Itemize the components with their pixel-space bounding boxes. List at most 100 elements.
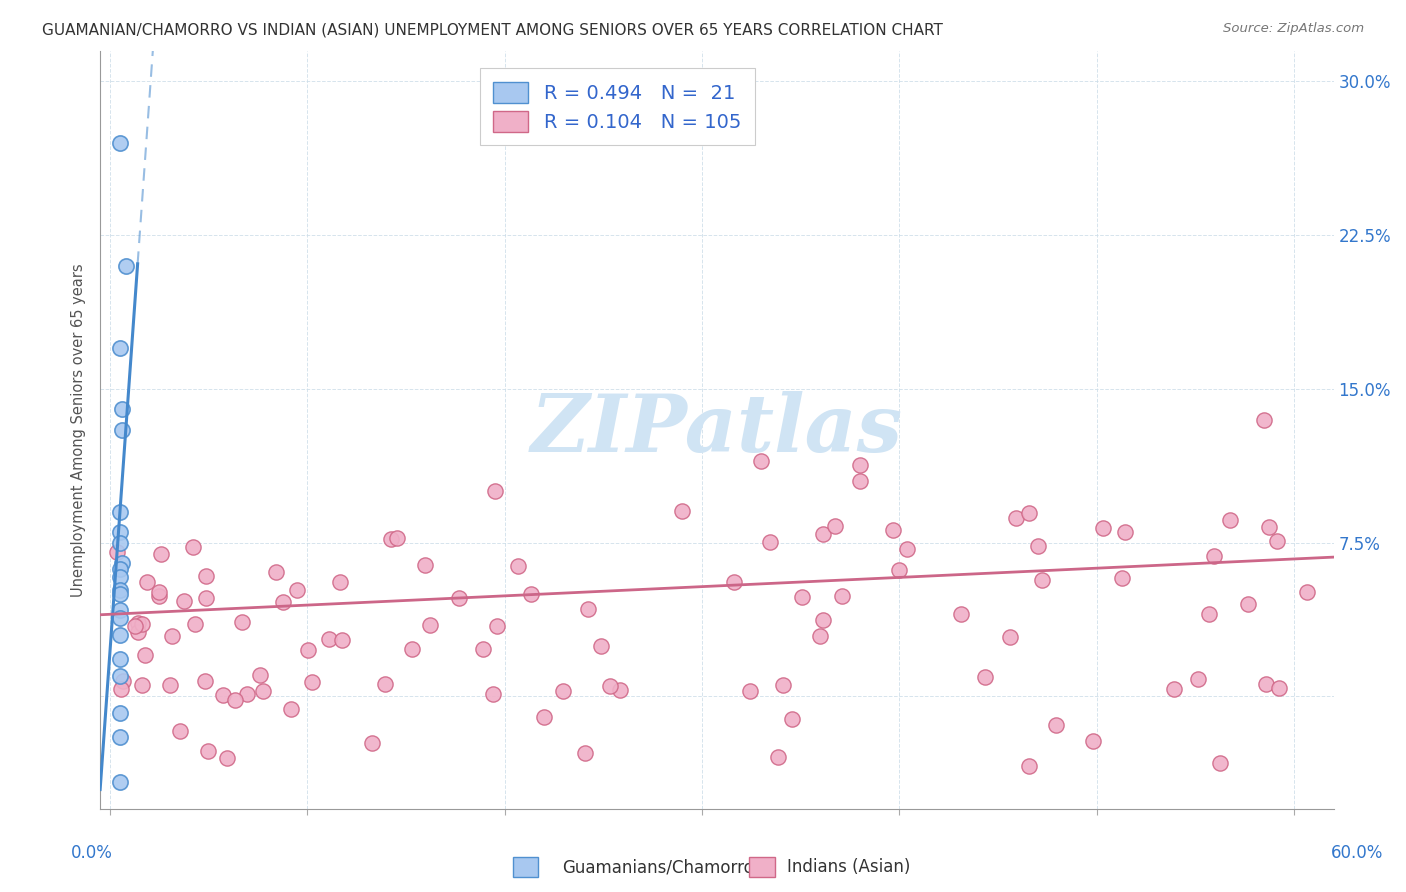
Point [108,587,131,601]
Point [280,702,302,716]
Point [215,751,238,765]
Text: Indians (Asian): Indians (Asian) [787,858,911,876]
Point [108,775,131,789]
Point [285,583,308,598]
Point [361,736,384,750]
Point [401,641,423,656]
Point [1026,539,1049,553]
Point [1265,533,1288,548]
Point [1258,520,1281,534]
Point [159,678,181,692]
Point [183,616,205,631]
Point [1091,521,1114,535]
Point [236,687,259,701]
Point [749,453,772,467]
Point [249,667,271,681]
Y-axis label: Unemployment Among Seniors over 65 years: Unemployment Among Seniors over 65 years [72,263,86,597]
Point [108,611,131,625]
Point [449,591,471,605]
Text: Source: ZipAtlas.com: Source: ZipAtlas.com [1223,22,1364,36]
Point [419,618,441,632]
Point [252,684,274,698]
Point [108,669,131,683]
Text: ZIPatlas: ZIPatlas [530,391,903,468]
Point [224,692,246,706]
Point [1111,571,1133,585]
Point [848,458,870,472]
Text: GUAMANIAN/CHAMORRO VS INDIAN (ASIAN) UNEMPLOYMENT AMONG SENIORS OVER 65 YEARS CO: GUAMANIAN/CHAMORRO VS INDIAN (ASIAN) UNE… [42,22,943,37]
Point [387,531,409,545]
Point [849,474,872,488]
Point [148,584,170,599]
Point [111,402,134,417]
Point [1114,525,1136,540]
Point [1209,756,1232,771]
Point [195,569,218,583]
Point [181,540,204,554]
Point [1219,512,1241,526]
Point [472,641,495,656]
Point [1236,597,1258,611]
Point [124,619,146,633]
Point [772,678,794,692]
Point [1253,412,1275,426]
Point [574,746,596,760]
Point [1268,681,1291,696]
Point [131,678,153,692]
Point [485,619,508,633]
Point [108,562,131,576]
Point [108,505,131,519]
Point [1187,672,1209,686]
Point [599,679,621,693]
Point [108,582,131,597]
Point [108,525,131,540]
Text: 60.0%: 60.0% [1330,844,1384,862]
Point [484,484,506,499]
Point [127,625,149,640]
Point [738,684,761,698]
Point [1163,681,1185,696]
Point [111,423,134,437]
Point [1031,573,1053,587]
Text: Guamanians/Chamorros: Guamanians/Chamorros [562,858,763,876]
Point [169,723,191,738]
Point [1254,677,1277,691]
Point [231,615,253,629]
Point [792,590,814,604]
Point [111,674,134,689]
Point [589,640,612,654]
Point [108,652,131,666]
Point [1045,718,1067,732]
Point [882,524,904,538]
Point [195,591,218,606]
Point [380,532,402,546]
Point [108,341,131,355]
Point [297,642,319,657]
Point [135,575,157,590]
Point [481,687,503,701]
Point [149,548,172,562]
Point [301,675,323,690]
Text: 0.0%: 0.0% [70,844,112,862]
Point [108,570,131,584]
Point [974,670,997,684]
Point [173,594,195,608]
Point [1018,506,1040,520]
Point [811,527,834,541]
Point [671,503,693,517]
Point [212,688,235,702]
Point [950,607,973,622]
Point [1295,585,1317,599]
Point [329,574,352,589]
Point [723,574,745,589]
Point [576,602,599,616]
Point [1202,549,1225,563]
Point [780,712,803,726]
Point [808,629,831,643]
Point [194,674,217,689]
Point [887,563,910,577]
Point [271,594,294,608]
Point [127,615,149,630]
Point [108,136,131,150]
Point [896,542,918,557]
